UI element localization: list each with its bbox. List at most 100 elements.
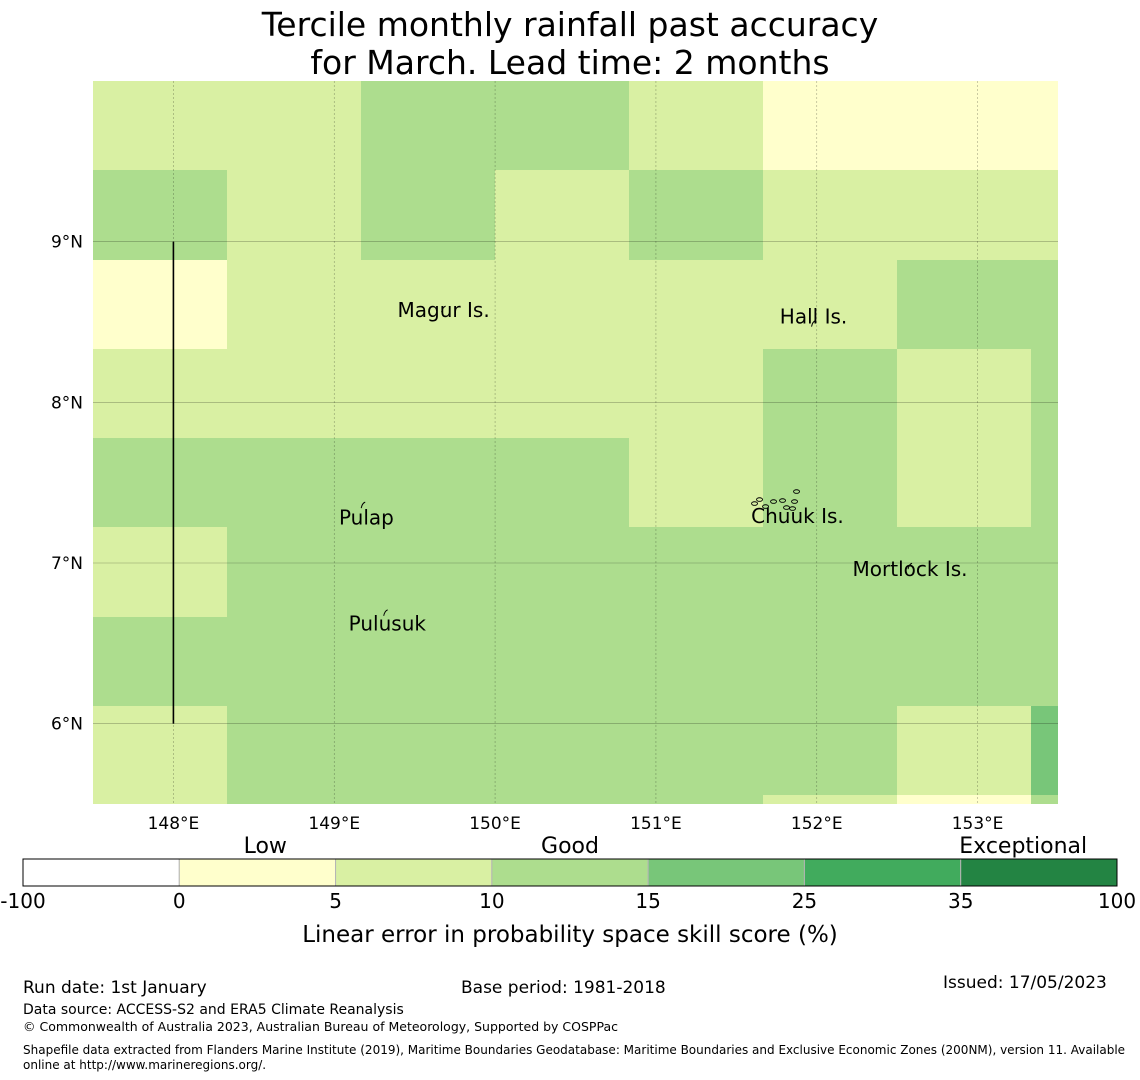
data-source: Data source: ACCESS-S2 and ERA5 Climate …	[23, 1002, 404, 1018]
map-title-line-1: Tercile monthly rainfall past accuracy	[261, 5, 879, 44]
map-cell	[1031, 349, 1058, 438]
map-cell	[227, 527, 361, 617]
map-cell	[495, 617, 629, 706]
map-cell	[1031, 260, 1058, 349]
island-outline	[791, 499, 798, 504]
lat-tick-label: 9°N	[51, 233, 83, 253]
map-cell	[495, 706, 629, 795]
lon-tick-label: 149°E	[308, 814, 360, 834]
colorbar-segment	[803, 858, 962, 887]
island-outline	[756, 497, 763, 502]
map-cell	[897, 527, 1031, 617]
colorbar-tick-label: 15	[635, 889, 660, 913]
map-cell	[227, 260, 361, 349]
map-cell	[93, 349, 227, 438]
colorbar-category-label: Low	[244, 834, 287, 859]
map-cell	[93, 438, 227, 527]
map-cell	[763, 617, 897, 706]
map-cell	[629, 260, 763, 349]
map-cell	[629, 170, 763, 260]
colorbar-tick-label: -100	[0, 889, 45, 913]
map-cell	[897, 170, 1031, 260]
map-cell	[361, 527, 495, 617]
map-cell	[629, 81, 763, 170]
map-cell	[629, 706, 763, 795]
colorbar-category-label: Good	[541, 834, 599, 859]
map-cell	[1031, 706, 1058, 795]
island-outline	[793, 489, 800, 494]
map-cell	[763, 795, 897, 804]
map-cell	[897, 706, 1031, 795]
shapefile-credit-line-1: Shapefile data extracted from Flanders M…	[23, 1043, 1126, 1057]
island-label: Pulap	[339, 505, 394, 529]
colorbar: -100 0 5 10 15 25 35 100 Low Good Exceptional Linea…	[0, 834, 1136, 948]
lat-tick-label: 7°N	[51, 554, 83, 574]
map-cell	[897, 795, 1031, 804]
map-cell	[1031, 438, 1058, 527]
map-cell	[361, 706, 495, 795]
map-cell	[897, 438, 1031, 527]
map-cell	[629, 438, 763, 527]
lat-tick-label: 6°N	[51, 715, 83, 735]
island-outline	[811, 320, 816, 327]
colorbar-tick-label: 35	[948, 889, 973, 913]
map-cell	[93, 706, 227, 795]
map-grid-cells	[93, 81, 1058, 804]
map-cell	[361, 81, 495, 170]
colorbar-axis-label: Linear error in probability space skill …	[302, 922, 838, 948]
map-cell	[227, 438, 361, 527]
map-cell	[93, 260, 227, 349]
colorbar-segment	[178, 858, 337, 887]
colorbar-segment	[491, 858, 649, 887]
colorbar-category-label: Exceptional	[959, 834, 1087, 859]
map-cell	[495, 349, 629, 438]
lon-tick-label: 153°E	[952, 814, 1004, 834]
island-outline	[360, 501, 366, 509]
island-outline	[751, 501, 758, 506]
map-cell	[361, 617, 495, 706]
shapefile-credit-line-2: online at http://www.marineregions.org/.	[23, 1058, 267, 1072]
map-cell	[1031, 170, 1058, 260]
colorbar-tick-label: 5	[329, 889, 342, 913]
island-label: Pulusuk	[349, 611, 427, 635]
map-cell	[763, 349, 897, 438]
island-outline	[789, 506, 796, 511]
colorbar-border	[22, 858, 1118, 887]
map-cell	[763, 170, 897, 260]
island-outline	[441, 305, 446, 313]
map-cell	[495, 438, 629, 527]
map-cell	[629, 527, 763, 617]
map-cell	[897, 617, 1031, 706]
island-outline	[383, 609, 388, 616]
map-cell	[227, 795, 361, 804]
island-outline	[770, 499, 777, 504]
map-cell	[361, 170, 495, 260]
map-cell	[763, 81, 897, 170]
map-cell	[361, 260, 495, 349]
island-label: Hall Is.	[780, 305, 847, 329]
run-date: Run date: 1st January	[23, 978, 207, 998]
map-cell	[495, 170, 629, 260]
map-cell	[227, 170, 361, 260]
copyright-notice: © Commonwealth of Australia 2023, Austra…	[23, 1019, 618, 1034]
map-cell	[93, 527, 227, 617]
map-cell	[361, 795, 495, 804]
map-cell	[629, 617, 763, 706]
island-outline	[762, 504, 769, 509]
map-cell	[1031, 81, 1058, 170]
map-cell	[495, 795, 629, 804]
map-cell	[93, 795, 227, 804]
map-cell	[763, 706, 897, 795]
map-cell	[1031, 527, 1058, 617]
map-cell	[361, 349, 495, 438]
colorbar-segment	[647, 858, 805, 887]
lon-tick-label: 148°E	[148, 814, 200, 834]
lon-tick-label: 152°E	[791, 814, 843, 834]
colorbar-segment	[335, 858, 493, 887]
map-cell	[629, 795, 763, 804]
island-outline	[907, 562, 913, 570]
lon-tick-label: 151°E	[630, 814, 682, 834]
base-period: Base period: 1981-2018	[461, 978, 666, 998]
map-cell	[897, 81, 1031, 170]
